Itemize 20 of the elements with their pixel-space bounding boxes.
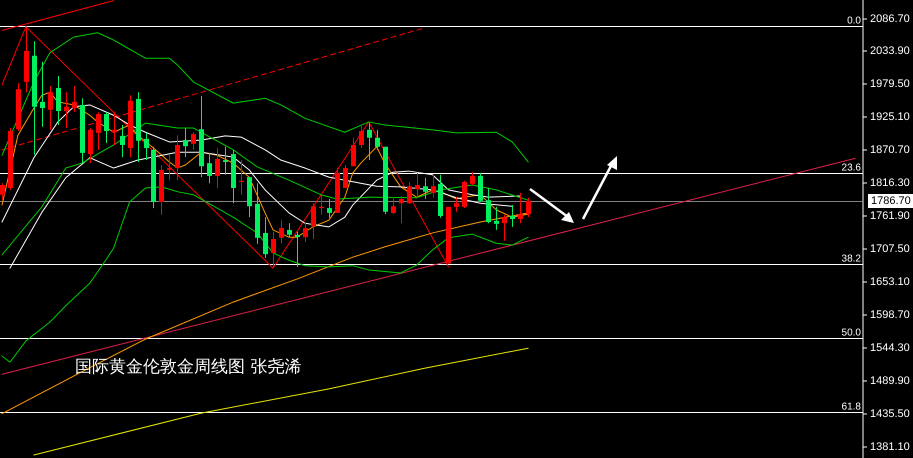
y-tick-label: 1979.50 — [870, 78, 910, 90]
y-tick-label: 1870.70 — [870, 144, 910, 156]
annotation: 23.6 — [842, 162, 862, 174]
annotation: 38.2 — [842, 253, 862, 264]
y-tick-label: 1816.30 — [870, 177, 910, 190]
y-tick-label: 1925.10 — [870, 111, 910, 124]
annotation: 61.8 — [842, 401, 862, 412]
y-tick-label: 1653.10 — [870, 276, 910, 288]
y-tick-label: 2086.70 — [870, 13, 910, 26]
y-tick-label: 1598.70 — [870, 309, 910, 322]
y-tick-label: 1381.10 — [870, 441, 910, 454]
annotation: 50.0 — [842, 327, 862, 338]
y-tick-label: 2033.90 — [870, 45, 910, 58]
y-tick-label: 1435.50 — [870, 408, 910, 420]
y-tick-label: 1707.50 — [870, 243, 910, 256]
annotation: 0.0 — [847, 15, 862, 26]
y-tick-label: 1544.30 — [870, 342, 910, 354]
y-tick-label: 1489.90 — [870, 375, 910, 388]
y-tick-label: 1761.90 — [870, 210, 910, 222]
ref-line-label: 1786.70 — [871, 195, 911, 208]
